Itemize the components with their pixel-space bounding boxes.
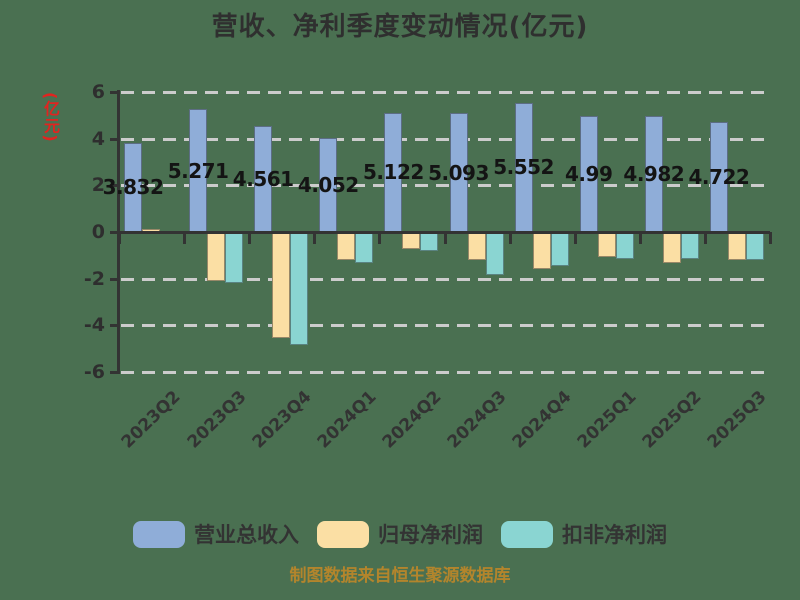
legend-label: 扣非净利润 [562, 523, 667, 547]
x-axis-category-label: 2025Q2 [638, 387, 706, 453]
y-axis-tick [110, 324, 118, 328]
bar-扣非净利润-2024Q1[interactable] [355, 232, 374, 263]
y-axis-tick-label: 6 [91, 81, 105, 104]
x-axis-tick [378, 232, 382, 244]
bar-扣非净利润-2024Q3[interactable] [485, 232, 504, 276]
bar-归母净利润-2023Q4[interactable] [272, 232, 291, 338]
x-axis-tick [703, 232, 707, 244]
bar-扣非净利润-2024Q4[interactable] [550, 232, 569, 267]
bar-value-label: 4.561 [232, 166, 294, 191]
legend-item-归母净利润[interactable]: 归母净利润 [317, 519, 483, 549]
gridline [121, 324, 770, 328]
legend-item-扣非净利润[interactable]: 扣非净利润 [501, 519, 667, 549]
y-axis-tick [110, 277, 118, 281]
gridline [121, 184, 770, 188]
x-axis-category-label: 2023Q2 [118, 387, 185, 453]
legend-swatch [133, 520, 185, 548]
y-axis-tick [110, 370, 118, 374]
legend-swatch [317, 520, 369, 548]
y-axis-tick-label: 2 [91, 174, 105, 197]
x-axis-tick [443, 232, 447, 244]
gridline [121, 370, 770, 374]
bar-value-label: 5.552 [493, 155, 554, 180]
x-axis-tick [183, 232, 187, 244]
bar-归母净利润-2023Q3[interactable] [207, 232, 226, 281]
x-axis-category-label: 2023Q3 [183, 387, 251, 453]
bar-value-label: 4.722 [688, 164, 750, 189]
x-axis-tick [573, 232, 577, 244]
y-axis-tick-label: -4 [83, 314, 105, 337]
bar-归母净利润-2025Q1[interactable] [597, 232, 616, 258]
legend-label: 归母净利润 [378, 523, 483, 547]
bar-value-label: 4.99 [565, 161, 613, 186]
x-axis-category-label: 2023Q4 [248, 387, 316, 453]
bar-value-label: 4.052 [297, 172, 359, 197]
x-axis-tick [248, 232, 252, 244]
y-axis-tick [110, 137, 118, 141]
bar-value-label: 5.093 [428, 160, 489, 185]
x-axis-category-label: 2025Q3 [703, 387, 771, 453]
bar-归母净利润-2024Q3[interactable] [467, 232, 486, 260]
x-axis-tick [313, 232, 317, 244]
gridline [121, 137, 770, 141]
bar-扣非净利润-2025Q3[interactable] [745, 232, 764, 260]
legend-label: 营业总收入 [194, 523, 299, 547]
bar-value-label: 5.122 [363, 160, 424, 185]
x-axis-category-label: 2024Q4 [508, 387, 576, 453]
bar-归母净利润-2024Q4[interactable] [532, 232, 551, 269]
bar-扣非净利润-2024Q2[interactable] [420, 232, 439, 251]
x-axis-zero-line [110, 231, 770, 234]
bar-扣非净利润-2025Q2[interactable] [680, 232, 699, 260]
x-axis-category-label: 2024Q2 [378, 387, 446, 453]
y-axis-tick-label: 0 [91, 221, 105, 243]
y-axis-tick-label: -6 [83, 360, 105, 383]
bar-value-label: 4.982 [623, 161, 685, 186]
bar-value-label: 5.271 [167, 158, 229, 183]
y-axis-tick [110, 91, 118, 95]
bar-扣非净利润-2023Q3[interactable] [225, 232, 244, 284]
bar-归母净利润-2024Q2[interactable] [402, 232, 421, 250]
y-axis-tick-label: -2 [83, 267, 105, 290]
y-axis-tick-label: 4 [91, 127, 105, 150]
bar-归母净利润-2025Q3[interactable] [727, 232, 746, 260]
gridline [121, 91, 770, 95]
x-axis-category-label: 2024Q1 [313, 387, 381, 453]
bar-归母净利润-2025Q2[interactable] [662, 232, 681, 263]
bar-扣非净利润-2025Q1[interactable] [615, 232, 634, 259]
bar-value-label: 3.832 [102, 175, 164, 200]
x-axis-tick [508, 232, 512, 244]
x-axis-tick [638, 232, 642, 244]
x-axis-category-label: 2024Q3 [443, 387, 511, 453]
data-source-note: 制图数据来自恒生聚源数据库 [289, 566, 511, 586]
bar-扣非净利润-2023Q4[interactable] [290, 232, 309, 345]
x-axis-category-label: 2025Q1 [573, 387, 641, 453]
x-axis-tick [118, 232, 121, 244]
y-axis-unit-label: (亿元) [41, 92, 60, 143]
legend-item-营业总收入[interactable]: 营业总收入 [133, 519, 299, 549]
legend-swatch [501, 520, 553, 548]
legend: 营业总收入 归母净利润 扣非净利润 [0, 519, 800, 549]
x-axis-tick [769, 232, 772, 244]
y-axis-tick [110, 184, 118, 188]
chart-title: 营收、净利季度变动情况(亿元) [211, 12, 589, 42]
bar-归母净利润-2024Q1[interactable] [337, 232, 356, 260]
gridline [121, 277, 770, 281]
